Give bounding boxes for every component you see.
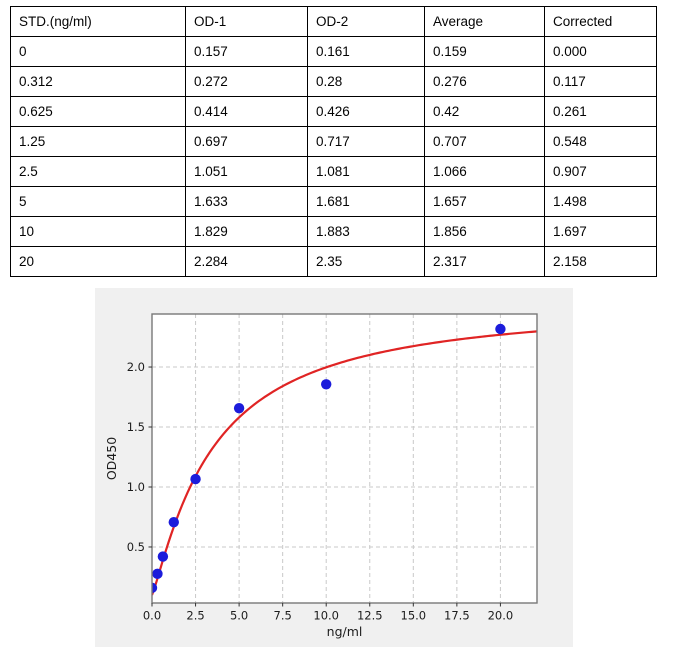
- data-point: [190, 473, 201, 485]
- table-cell: 0.272: [185, 66, 308, 97]
- data-point: [152, 568, 163, 580]
- table-cell: 1.856: [424, 216, 545, 247]
- table-cell: 0.28: [307, 66, 425, 97]
- table-row: 20 2.284 2.35 2.317 2.158: [10, 246, 657, 277]
- table-cell: 0.717: [307, 126, 425, 157]
- table-cell: 1.498: [544, 186, 657, 217]
- table-body: 0 0.157 0.161 0.159 0.000 0.312 0.272 0.28 0.276…: [10, 36, 657, 277]
- table-cell: 0.157: [185, 36, 308, 67]
- header-cell: OD-2: [307, 6, 425, 37]
- data-point: [495, 323, 506, 335]
- table-cell: 5: [10, 186, 186, 217]
- table-cell: 0.000: [544, 36, 657, 67]
- table-row: 1.25 0.697 0.717 0.707 0.548: [10, 126, 657, 157]
- table-cell: 0.548: [544, 126, 657, 157]
- table-row: 2.5 1.051 1.081 1.066 0.907: [10, 156, 657, 187]
- table-cell: 10: [10, 216, 186, 247]
- data-point: [168, 516, 179, 528]
- table-cell: 0.117: [544, 66, 657, 97]
- table-cell: 20: [10, 246, 186, 277]
- y-tick-label: 2.0: [127, 360, 145, 374]
- header-cell: OD-1: [185, 6, 308, 37]
- standards-table: STD.(ng/ml) OD-1 OD-2 Average Corrected 0 0.1…: [10, 6, 657, 277]
- data-point: [157, 551, 169, 562]
- table-cell: 1.633: [185, 186, 308, 217]
- table-cell: 2.317: [424, 246, 545, 277]
- data-point: [152, 582, 158, 594]
- table-row: 10 1.829 1.883 1.856 1.697: [10, 216, 657, 247]
- table-cell: 1.066: [424, 156, 545, 187]
- table-cell: 0.414: [185, 96, 308, 127]
- data-point: [233, 402, 245, 414]
- table-cell: 0.697: [185, 126, 308, 157]
- table-row: 0.625 0.414 0.426 0.42 0.261: [10, 96, 657, 127]
- x-tick-label: 20.0: [488, 609, 514, 623]
- standard-curve-figure: 0.0 2.5 5.0 7.5 10.0 12.5 15.0 17.5 20.0 0.5 1.0 1.…: [95, 288, 573, 647]
- table-cell: 1.829: [185, 216, 308, 247]
- table-cell: 1.883: [307, 216, 425, 247]
- table-cell: 2.5: [10, 156, 186, 187]
- table-cell: 1.051: [185, 156, 308, 187]
- table-cell: 1.681: [307, 186, 425, 217]
- fit-curve: [152, 330, 537, 596]
- x-tick-label: 10.0: [313, 609, 339, 623]
- table-cell: 2.284: [185, 246, 308, 277]
- y-tick-label: 1.5: [127, 420, 145, 434]
- header-cell: Corrected: [544, 6, 657, 37]
- table-cell: 2.35: [307, 246, 425, 277]
- table-row: 5 1.633 1.681 1.657 1.498: [10, 186, 657, 217]
- table-cell: 0.161: [307, 36, 425, 67]
- table-cell: 1.697: [544, 216, 657, 247]
- table-cell: 0.159: [424, 36, 545, 67]
- x-tick-label: 2.5: [186, 609, 204, 623]
- x-tick-label: 17.5: [444, 609, 470, 623]
- table-cell: 0.426: [307, 96, 425, 127]
- x-tick-label: 7.5: [274, 609, 292, 623]
- table-cell: 0: [10, 36, 186, 67]
- x-tick-label: 0.0: [143, 609, 161, 623]
- plot-area: [152, 314, 537, 603]
- table-cell: 0.42: [424, 96, 545, 127]
- header-cell: Average: [424, 6, 545, 37]
- x-tick-label: 5.0: [230, 609, 248, 623]
- plot-frame: [151, 313, 538, 604]
- table-cell: 0.907: [544, 156, 657, 187]
- x-tick-label: 12.5: [357, 609, 383, 623]
- header-cell: STD.(ng/ml): [10, 6, 186, 37]
- table-cell: 2.158: [544, 246, 657, 277]
- table-cell: 0.625: [10, 96, 186, 127]
- table-cell: 0.707: [424, 126, 545, 157]
- table-cell: 0.276: [424, 66, 545, 97]
- data-point: [321, 379, 332, 390]
- x-tick-label: 15.0: [401, 609, 427, 623]
- table-cell: 1.081: [307, 156, 425, 187]
- table-cell: 0.312: [10, 66, 186, 97]
- table-cell: 1.25: [10, 126, 186, 157]
- table-row: 0.312 0.272 0.28 0.276 0.117: [10, 66, 657, 97]
- table-cell: 1.657: [424, 186, 545, 217]
- y-tick-label: 0.5: [127, 540, 145, 554]
- standard-curve-chart: 0.0 2.5 5.0 7.5 10.0 12.5 15.0 17.5 20.0 0.5 1.0 1.…: [95, 288, 573, 647]
- table-header-row: STD.(ng/ml) OD-1 OD-2 Average Corrected: [10, 6, 657, 37]
- x-axis-title: ng/ml: [327, 624, 363, 639]
- y-axis-title: OD450: [104, 437, 119, 480]
- table-cell: 0.261: [544, 96, 657, 127]
- table-row: 0 0.157 0.161 0.159 0.000: [10, 36, 657, 67]
- y-tick-label: 1.0: [127, 480, 145, 494]
